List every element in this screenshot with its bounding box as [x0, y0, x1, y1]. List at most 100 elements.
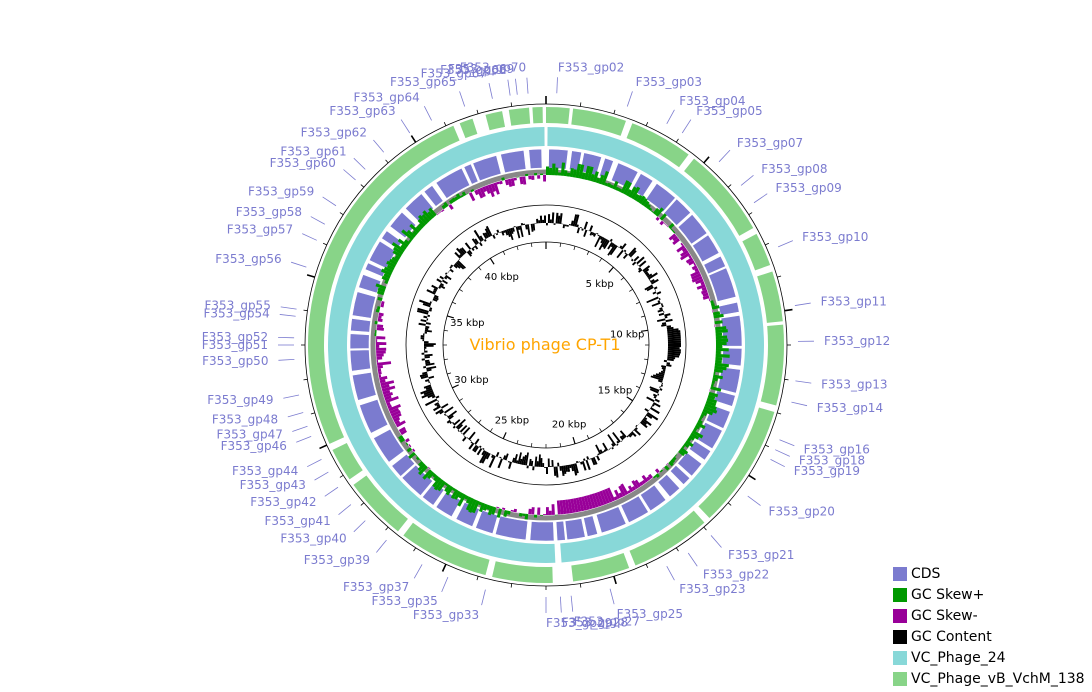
gc-skew-negative — [613, 489, 621, 500]
gc-content-outer-ring — [405, 204, 687, 486]
gc-content-bar — [431, 284, 439, 290]
gene-leader-line — [290, 261, 307, 268]
gene-leader-line — [278, 358, 295, 361]
gc-skew-positive — [578, 164, 585, 179]
gene-leader-line — [338, 504, 352, 515]
gc-skew-positive — [421, 213, 431, 223]
outer-tick — [613, 576, 617, 585]
gc-skew-negative — [618, 485, 626, 497]
outer-tick — [510, 583, 513, 588]
cds-feature — [692, 234, 720, 263]
gc-content-bar — [658, 312, 665, 316]
gc-skew-negative — [380, 380, 395, 387]
gc-skew-positive — [376, 290, 385, 296]
gc-skew-negative — [672, 238, 680, 245]
scale-label: 15 kbp — [598, 385, 632, 396]
gc-content-bar — [650, 407, 660, 415]
gc-skew-negative — [601, 489, 610, 504]
gene-label: F353_gp64 — [353, 90, 419, 104]
gc-content-bar — [519, 458, 523, 465]
gene-leader-line — [666, 565, 675, 581]
gc-content-bar — [580, 227, 583, 229]
gc-skew-negative — [627, 485, 634, 493]
gc-skew-negative — [700, 281, 705, 286]
cds-feature — [669, 464, 691, 486]
gc-content-bar — [602, 239, 609, 248]
cds-feature — [620, 495, 649, 523]
gc-skew-negative — [681, 247, 687, 253]
gc-skew-positive — [672, 456, 677, 461]
gc-skew-positive — [710, 386, 722, 392]
gc-skew-negative — [441, 209, 445, 212]
gc-skew-positive — [615, 186, 620, 191]
gene-label: F353_gp18 — [799, 453, 865, 467]
scale-tick — [599, 428, 602, 432]
gc-content-bar — [450, 264, 454, 268]
gc-content-bar — [644, 415, 647, 418]
gc-content-bar — [424, 329, 432, 333]
gc-skew-positive — [714, 365, 727, 371]
gene-leader-line — [423, 106, 432, 121]
genome-title: Vibrio phage CP-T1 — [469, 335, 620, 354]
gc-skew-positive — [386, 264, 395, 271]
gene-label: F353_gp67 — [421, 66, 487, 80]
gc-content-bar — [583, 229, 588, 237]
cds-feature — [688, 440, 712, 461]
gc-content-bar — [420, 335, 425, 338]
gc-content-bar — [664, 315, 668, 319]
gc-content-bar — [667, 328, 679, 332]
gc-skew-positive — [643, 200, 650, 208]
gene-label: F353_gp52 — [202, 330, 268, 344]
gc-content-bar — [596, 232, 599, 235]
gc-skew-negative — [427, 466, 431, 470]
gc-content-bar — [581, 228, 584, 231]
outer-tick — [777, 412, 782, 415]
gc-content-bar — [506, 228, 511, 238]
gene-leader-line — [777, 240, 794, 248]
gc-skew-positive — [609, 184, 614, 189]
gc-content-bar — [479, 445, 482, 449]
gc-skew-positive — [383, 266, 394, 274]
gc-content-bar — [662, 369, 666, 372]
gene-label: F353_gp65 — [390, 75, 456, 89]
gene-leader-line — [710, 535, 722, 548]
gc-skew-positive — [374, 330, 377, 334]
gc-content-bar — [667, 356, 676, 360]
gene-label: F353_gp62 — [301, 125, 367, 139]
gc-skew-negative — [379, 375, 388, 381]
gc-content-bar — [660, 303, 663, 306]
gc-skew-positive — [383, 273, 391, 279]
gc-content-bar — [641, 419, 648, 425]
gc-content-bar — [420, 388, 433, 395]
gc-content-bar — [645, 273, 650, 277]
gc-content-bar — [530, 460, 534, 467]
gene-leader-line — [794, 302, 811, 306]
gc-skew-negative — [599, 490, 607, 505]
gc-skew-positive — [648, 207, 653, 212]
outer-tick — [613, 109, 616, 114]
gc-content-bar — [559, 213, 563, 224]
gc-content-bar — [658, 297, 661, 301]
gc-skew-positive — [670, 458, 676, 464]
gene-label: F353_gp12 — [824, 334, 890, 348]
gc-content-bar — [587, 230, 590, 232]
gene-leader-line — [280, 306, 297, 310]
gc-content-bar — [594, 456, 597, 458]
gc-skew-negative — [487, 184, 495, 198]
gc-skew-negative — [578, 497, 585, 512]
gc-skew-positive — [419, 458, 422, 462]
gc-content-bar — [555, 212, 559, 224]
gc-skew-positive — [441, 204, 447, 210]
gc-skew-positive — [450, 489, 459, 499]
outer-tick — [765, 242, 770, 246]
gc-skew-negative — [696, 284, 706, 290]
gene-leader-line — [687, 552, 698, 567]
gc-content-bar — [425, 398, 438, 407]
gc-skew-positive — [465, 497, 475, 511]
gene-label: F353_gp09 — [775, 181, 841, 195]
gc-content-bar — [474, 238, 480, 245]
gc-content-bar — [652, 291, 657, 295]
gc-content-bar — [424, 346, 427, 349]
gc-skew-positive — [464, 495, 469, 500]
gc-skew-negative — [668, 233, 677, 241]
